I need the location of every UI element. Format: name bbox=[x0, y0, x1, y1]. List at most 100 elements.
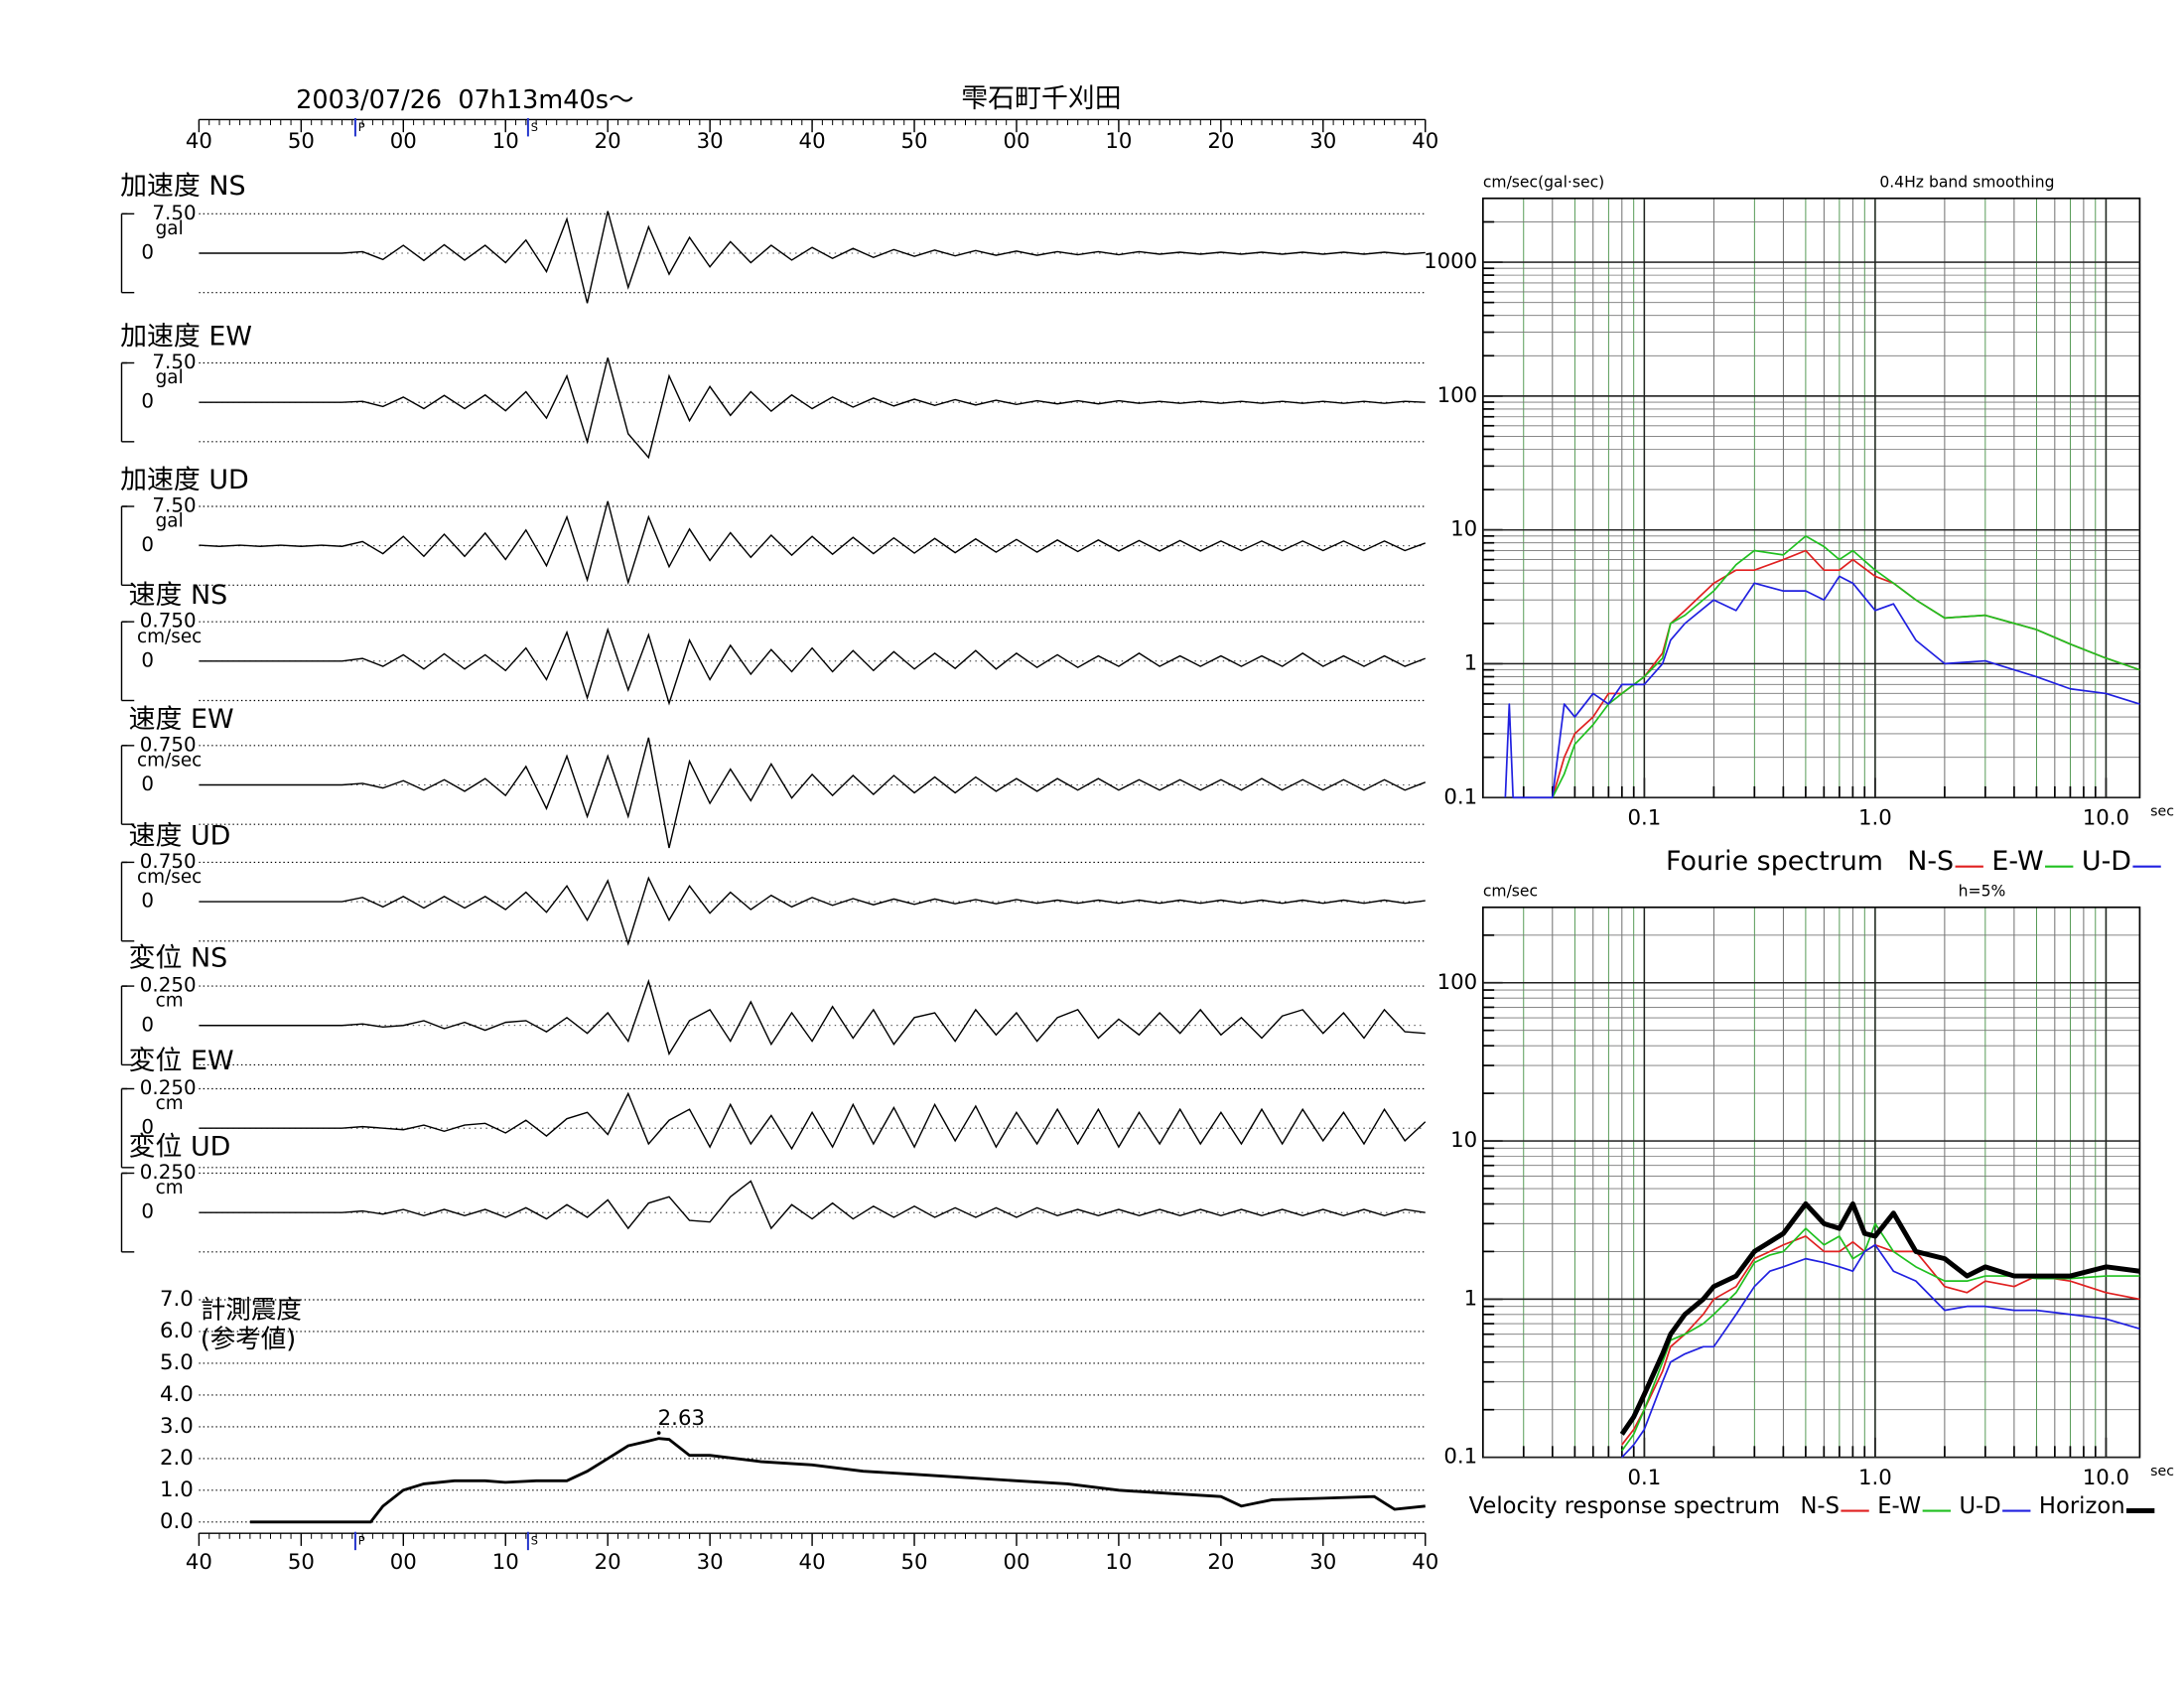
panel-title: 変位 NS bbox=[129, 943, 228, 974]
time-tick-label: 00 bbox=[1003, 1550, 1029, 1575]
waveform-trace bbox=[199, 357, 1426, 460]
x-tick-label: 10.0 bbox=[2083, 1466, 2129, 1490]
unit-label: cm bbox=[156, 1178, 184, 1198]
y-tick-label: 0.750 bbox=[140, 733, 197, 756]
x-tick-label: 0.1 bbox=[1627, 806, 1661, 831]
time-tick-label: 30 bbox=[697, 129, 724, 154]
time-tick-label: 20 bbox=[1207, 1550, 1234, 1575]
y-tick-label: 0 bbox=[141, 890, 154, 913]
intensity-label: (参考値) bbox=[201, 1325, 296, 1354]
unit-label: gal bbox=[156, 367, 184, 388]
time-tick-label: 10 bbox=[1105, 129, 1132, 154]
waveform-trace bbox=[199, 876, 1426, 946]
spectrum-line bbox=[1504, 575, 2140, 799]
phase-marker-label: P bbox=[358, 1534, 365, 1548]
waveform-trace bbox=[199, 1180, 1426, 1230]
y-tick-label: 100 bbox=[1437, 970, 1478, 995]
y-tick-label: 7.50 bbox=[152, 494, 196, 517]
spectrum-line bbox=[1621, 1235, 2140, 1446]
waveform-trace bbox=[199, 1091, 1427, 1151]
unit-label: cm/sec(gal·sec) bbox=[1483, 174, 1604, 192]
legend-label: Horizon bbox=[2039, 1493, 2125, 1519]
spectrum-line bbox=[1621, 1243, 2140, 1459]
intensity-label: 計測震度 bbox=[201, 1295, 302, 1325]
time-tick-label: 40 bbox=[799, 129, 826, 154]
panel-title: 加速度 UD bbox=[120, 465, 249, 495]
y-tick-label: 4.0 bbox=[160, 1382, 194, 1407]
y-tick-label: 0 bbox=[141, 390, 154, 413]
y-tick-label: 1000 bbox=[1424, 249, 1477, 274]
y-tick-label: 6.0 bbox=[160, 1319, 194, 1343]
waveform-trace bbox=[199, 737, 1427, 849]
time-tick-label: 10 bbox=[492, 129, 519, 154]
intensity-line bbox=[249, 1437, 1426, 1524]
y-tick-label: 2.0 bbox=[160, 1446, 194, 1471]
legend-label: N-S bbox=[1907, 846, 1954, 877]
panel-title: 速度 NS bbox=[129, 580, 228, 611]
legend-title: Fourie spectrum bbox=[1666, 846, 1883, 877]
spectrum-line bbox=[1619, 1200, 2140, 1436]
panel-title: 変位 EW bbox=[129, 1046, 234, 1076]
panel-title: 変位 UD bbox=[129, 1132, 231, 1163]
y-tick-label: 0 bbox=[141, 1013, 154, 1036]
legend-label: U-D bbox=[2082, 846, 2131, 877]
y-tick-label: 0.250 bbox=[140, 974, 197, 997]
phase-marker-label: S bbox=[531, 120, 538, 134]
time-tick-label: 50 bbox=[901, 1550, 928, 1575]
time-tick-label: 30 bbox=[1309, 129, 1336, 154]
y-tick-label: 1 bbox=[1464, 1286, 1478, 1311]
waveform-trace bbox=[199, 211, 1426, 304]
y-tick-label: 7.0 bbox=[160, 1287, 194, 1312]
time-tick-label: 40 bbox=[186, 129, 212, 154]
time-tick-label: 10 bbox=[1105, 1550, 1132, 1575]
x-axis-label: sec bbox=[2150, 803, 2174, 819]
time-tick-label: 30 bbox=[697, 1550, 724, 1575]
time-tick-label: 10 bbox=[492, 1550, 519, 1575]
y-tick-label: 10 bbox=[1450, 1128, 1477, 1153]
x-axis-label: sec bbox=[2150, 1464, 2174, 1479]
time-tick-label: 40 bbox=[1412, 129, 1438, 154]
unit-label: cm bbox=[156, 991, 184, 1012]
time-tick-label: 30 bbox=[1309, 1550, 1336, 1575]
y-tick-label: 0 bbox=[141, 533, 154, 556]
legend-label: E-W bbox=[1877, 1493, 1921, 1519]
y-tick-label: 0 bbox=[141, 648, 154, 671]
x-tick-label: 0.1 bbox=[1627, 1466, 1661, 1490]
time-tick-label: 00 bbox=[390, 129, 417, 154]
spectrum-line bbox=[1552, 535, 2140, 798]
waveform-trace bbox=[199, 500, 1426, 586]
waveform-trace bbox=[199, 978, 1426, 1056]
time-tick-label: 00 bbox=[390, 1550, 417, 1575]
time-tick-label: 20 bbox=[1207, 129, 1234, 154]
panel-title: 加速度 NS bbox=[120, 171, 245, 202]
panel-title: 速度 EW bbox=[129, 704, 234, 735]
time-tick-label: 50 bbox=[288, 129, 315, 154]
spectrum-line bbox=[1621, 1222, 2140, 1452]
y-tick-label: 0 bbox=[141, 1200, 154, 1223]
x-tick-label: 1.0 bbox=[1858, 1466, 1892, 1490]
panel-title: 加速度 EW bbox=[120, 322, 252, 352]
y-tick-label: 0.0 bbox=[160, 1509, 194, 1534]
legend-label: E-W bbox=[1991, 846, 2043, 877]
y-tick-label: 0.1 bbox=[1443, 1445, 1477, 1470]
y-tick-label: 0 bbox=[141, 773, 154, 795]
phase-marker-label: S bbox=[531, 1534, 538, 1548]
time-tick-label: 50 bbox=[901, 129, 928, 154]
peak-label: 2.63 bbox=[658, 1406, 705, 1431]
y-tick-label: 0 bbox=[141, 241, 154, 264]
time-tick-label: 50 bbox=[288, 1550, 315, 1575]
y-tick-label: 0 bbox=[141, 1116, 154, 1139]
phase-marker-label: P bbox=[358, 120, 365, 134]
y-tick-label: 3.0 bbox=[160, 1414, 194, 1439]
time-tick-label: 40 bbox=[186, 1550, 212, 1575]
y-tick-label: 10 bbox=[1450, 517, 1477, 542]
record-time: 2003/07/26 07h13m40s〜 bbox=[296, 85, 633, 115]
station-name: 雫石町千刈田 bbox=[961, 83, 1121, 114]
panel-title: 速度 UD bbox=[129, 820, 231, 851]
unit-label: gal bbox=[156, 218, 184, 239]
unit-label: cm/sec bbox=[137, 750, 202, 771]
legend-label: N-S bbox=[1800, 1493, 1840, 1519]
y-tick-label: 0.750 bbox=[140, 850, 197, 873]
